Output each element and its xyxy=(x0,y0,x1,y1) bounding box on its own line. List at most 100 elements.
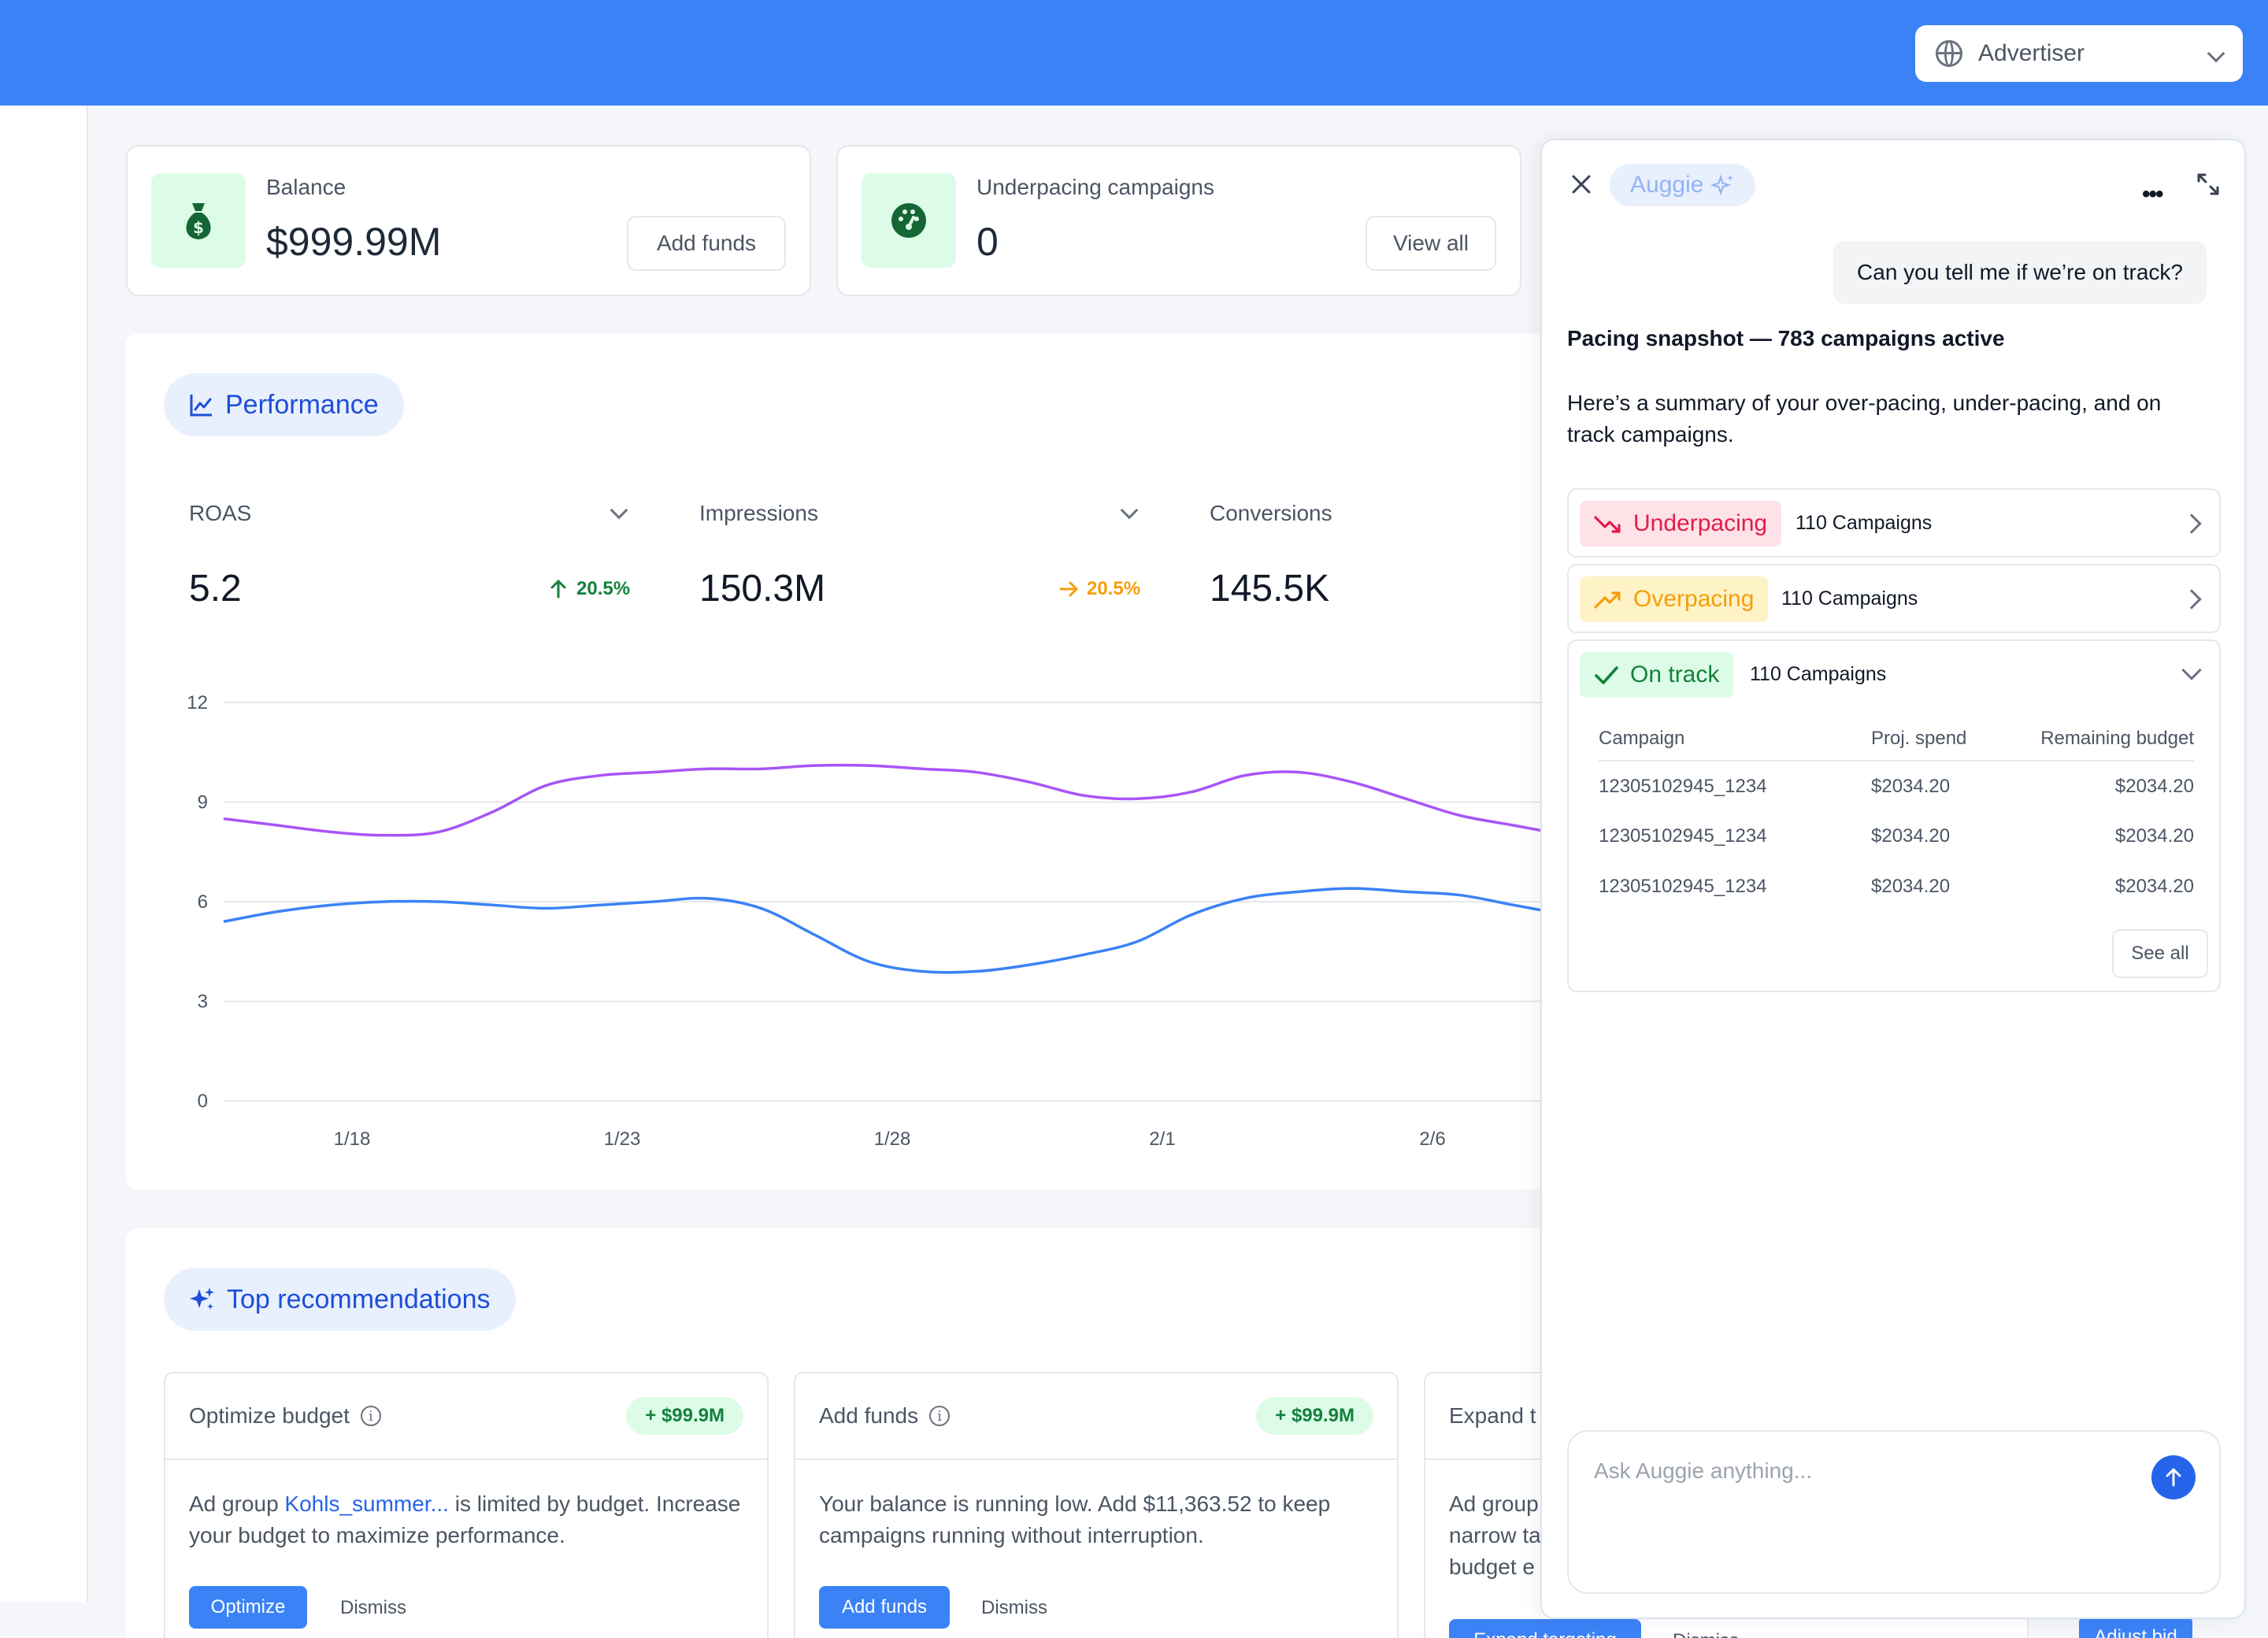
on-track-badge: On track xyxy=(1580,652,1734,698)
campaign-cell: 12305102945_1234 xyxy=(1599,876,1767,897)
series-line-1 xyxy=(223,887,1567,974)
info-icon[interactable]: i xyxy=(929,1406,951,1426)
ad-group-link[interactable]: Kohls_summer... xyxy=(284,1492,449,1516)
remaining-budget-cell: $2034.20 xyxy=(2114,876,2194,897)
x-tick-label: 1/18 xyxy=(334,1128,371,1150)
top-bar: Advertiser xyxy=(0,0,2268,106)
close-icon[interactable] xyxy=(1570,173,1592,195)
rec-body-text: Ad group xyxy=(189,1492,285,1516)
see-all-button[interactable]: See all xyxy=(2112,929,2208,978)
rec-description: Your balance is running low. Add $11,363… xyxy=(819,1492,1331,1547)
assistant-summary: Here’s a summary of your over-pacing, un… xyxy=(1567,391,2162,447)
campaign-cell: 12305102945_1234 xyxy=(1599,775,1767,797)
metric-roas-label: ROAS xyxy=(189,501,252,525)
chevron-down-icon xyxy=(2181,660,2202,680)
balance-card: $ Balance $999.99M Add funds xyxy=(126,145,811,296)
status-row-underpacing[interactable]: Underpacing 110 Campaigns xyxy=(1567,488,2221,558)
assistant-heading: Pacing snapshot — 783 campaigns active xyxy=(1567,326,2005,350)
rec-gain-badge: + $99.9M xyxy=(626,1397,743,1435)
chevron-right-icon xyxy=(2181,589,2202,610)
chat-input[interactable]: Ask Auggie anything... xyxy=(1567,1430,2221,1594)
performance-card: Performance ROAS 5.2 20.5% Impressions 1… xyxy=(126,334,1567,1189)
info-icon[interactable]: i xyxy=(360,1406,381,1426)
sparkle-icon xyxy=(1711,174,1734,196)
overpacing-badge-label: Overpacing xyxy=(1633,586,1755,612)
recommendations-title: Top recommendations xyxy=(164,1268,516,1331)
performance-title-label: Performance xyxy=(225,389,379,420)
rec-title: Optimize budget xyxy=(189,1403,350,1428)
add-funds-rec-button[interactable]: Add funds xyxy=(819,1586,950,1629)
metric-roas-delta-value: 20.5% xyxy=(576,578,631,599)
campaign-cell: 12305102945_1234 xyxy=(1599,825,1767,847)
underpacing-badge-label: Underpacing xyxy=(1633,510,1768,536)
roas-dropdown-chevron-icon[interactable] xyxy=(610,501,628,520)
table-header-row: Campaign Proj. spend Remaining budget xyxy=(1599,717,2194,762)
on-track-campaigns-table: Campaign Proj. spend Remaining budget 12… xyxy=(1599,717,2194,912)
performance-title: Performance xyxy=(164,373,404,436)
left-sidebar xyxy=(0,106,88,1602)
metric-impressions-label: Impressions xyxy=(699,501,818,525)
more-options-icon[interactable]: ••• xyxy=(2142,181,2163,207)
remaining-budget-cell: $2034.20 xyxy=(2114,775,2194,797)
arrow-right-icon xyxy=(1059,581,1079,597)
rec-body-line: budget e xyxy=(1449,1555,1535,1579)
underpacing-badge: Underpacing xyxy=(1580,501,1782,547)
send-button[interactable] xyxy=(2151,1455,2196,1499)
column-header-proj-spend: Proj. spend xyxy=(1871,717,1996,762)
user-message-bubble: Can you tell me if we’re on track? xyxy=(1833,241,2207,304)
metric-conversions-label: Conversions xyxy=(1210,501,1332,525)
status-row-on-track[interactable]: On track 110 Campaigns Campaign Proj. sp… xyxy=(1567,639,2221,992)
dismiss-button[interactable]: Dismiss xyxy=(1673,1630,1739,1638)
y-tick-label: 12 xyxy=(187,692,208,713)
chevron-down-icon xyxy=(2207,44,2225,63)
metric-conversions-value: 145.5K xyxy=(1210,568,1330,610)
sparkles-icon xyxy=(190,1288,214,1310)
dismiss-button[interactable]: Dismiss xyxy=(340,1597,406,1618)
x-tick-label: 2/6 xyxy=(1419,1128,1445,1150)
metric-roas-value: 5.2 xyxy=(189,568,242,610)
adjust-bid-button[interactable]: Adjust bid xyxy=(2079,1616,2192,1638)
metric-roas-delta: 20.5% xyxy=(548,578,630,600)
y-tick-label: 3 xyxy=(198,991,208,1013)
status-row-overpacing[interactable]: Overpacing 110 Campaigns xyxy=(1567,564,2221,633)
add-funds-button[interactable]: Add funds xyxy=(627,216,786,271)
rec-description: Ad group narrow ta budget e xyxy=(1425,1460,2027,1583)
recommendation-card-add-funds: Add funds i + $99.9M Your balance is run… xyxy=(794,1372,1399,1638)
table-row[interactable]: 12305102945_1234 $2034.20 $2034.20 xyxy=(1599,811,2194,862)
column-header-campaign: Campaign xyxy=(1599,717,1871,762)
proj-spend-cell: $2034.20 xyxy=(1871,876,1951,897)
auggie-name: Auggie xyxy=(1630,172,1704,198)
svg-text:$: $ xyxy=(193,218,204,237)
column-header-remaining-budget: Remaining budget xyxy=(1995,717,2194,762)
auggie-chat-panel: Auggie ••• Can you tell me if we’re on t… xyxy=(1540,139,2246,1619)
y-tick-label: 6 xyxy=(198,891,208,913)
view-all-button[interactable]: View all xyxy=(1366,216,1496,271)
auggie-badge: Auggie xyxy=(1610,164,1756,206)
on-track-count: 110 Campaigns xyxy=(1750,663,1887,685)
metric-impressions-delta: 20.5% xyxy=(1058,578,1140,600)
impressions-dropdown-chevron-icon[interactable] xyxy=(1120,501,1139,520)
expand-targeting-button[interactable]: Expand targeting xyxy=(1449,1619,1641,1638)
metric-impressions-delta-value: 20.5% xyxy=(1087,578,1141,599)
metric-impressions-value: 150.3M xyxy=(699,568,826,610)
dismiss-button[interactable]: Dismiss xyxy=(981,1597,1047,1618)
rec-body-line: narrow ta xyxy=(1449,1523,1541,1547)
y-tick-label: 9 xyxy=(198,792,208,813)
balance-label: Balance xyxy=(266,175,346,199)
remaining-budget-cell: $2034.20 xyxy=(2114,825,2194,847)
recommendation-card-optimize-budget: Optimize budget i + $99.9M Ad group Kohl… xyxy=(164,1372,769,1638)
optimize-button[interactable]: Optimize xyxy=(189,1586,307,1629)
arrow-up-icon xyxy=(550,579,566,598)
y-tick-label: 0 xyxy=(198,1091,208,1112)
rec-title: Expand t xyxy=(1449,1403,1536,1428)
table-row[interactable]: 12305102945_1234 $2034.20 $2034.20 xyxy=(1599,862,2194,912)
rec-gain-badge: + $99.9M xyxy=(1256,1397,1373,1435)
rec-body-line: Ad group xyxy=(1449,1492,1539,1516)
speedometer-icon xyxy=(862,173,956,268)
expand-icon[interactable] xyxy=(2196,172,2221,197)
proj-spend-cell: $2034.20 xyxy=(1871,825,1951,847)
checkmark-icon xyxy=(1595,666,1618,684)
table-row[interactable]: 12305102945_1234 $2034.20 $2034.20 xyxy=(1599,761,2194,811)
underpacing-label: Underpacing campaigns xyxy=(976,175,1214,199)
advertiser-select[interactable]: Advertiser xyxy=(1915,25,2243,82)
